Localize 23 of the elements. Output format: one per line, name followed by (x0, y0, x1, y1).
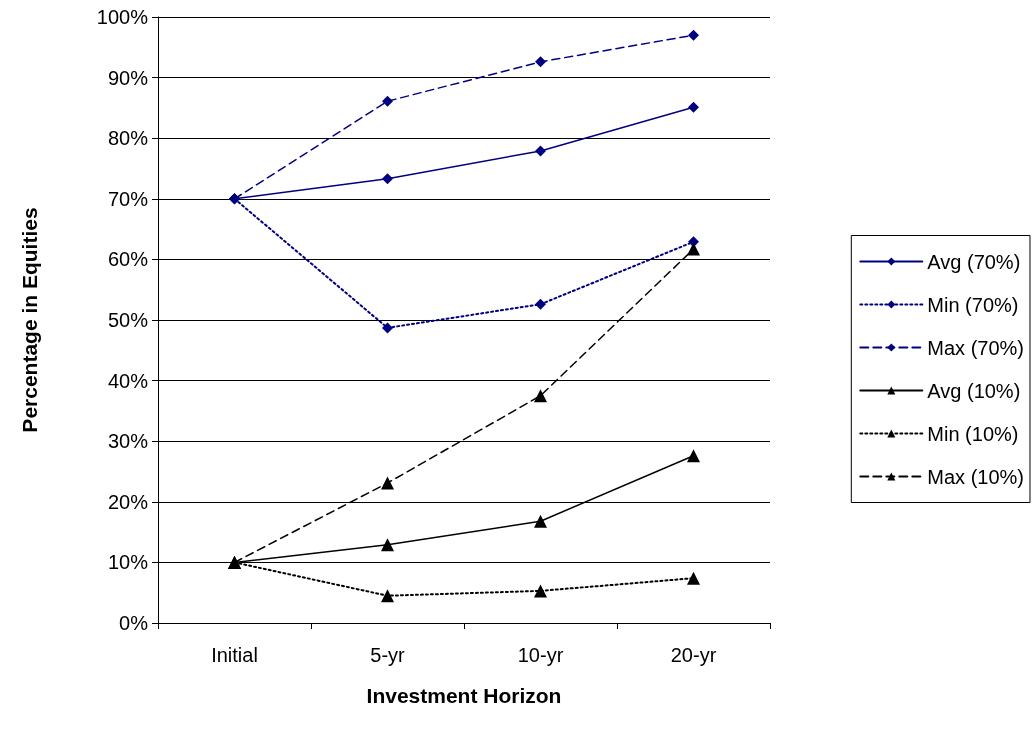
legend-label: Max (10%) (927, 465, 1025, 488)
y-tick-label: 30% (107, 430, 149, 453)
y-tick-label: 20% (107, 490, 149, 513)
x-tick-label: 5-yr (370, 644, 406, 666)
y-tick-label: 10% (107, 551, 149, 574)
y-tick-label: 40% (107, 369, 149, 392)
y-tick-label: 90% (107, 66, 149, 89)
x-tick-label: Initial (211, 644, 258, 666)
y-tick-label: 0% (119, 612, 149, 634)
x-tick-label: 10-yr (517, 644, 564, 666)
y-tick-label: 50% (107, 309, 149, 331)
legend-label: Min (70%) (927, 293, 1019, 316)
y-tick-label: 60% (107, 248, 149, 271)
y-axis-title: Percentage in Equities (18, 207, 41, 433)
y-tick-label: 100% (96, 6, 149, 28)
legend-label: Avg (10%) (927, 379, 1021, 402)
x-tick-label: 20-yr (670, 644, 717, 666)
legend-label: Avg (70%) (927, 250, 1021, 273)
legend-label: Min (10%) (927, 422, 1019, 445)
y-tick-label: 80% (107, 127, 149, 150)
y-tick-label: 70% (107, 187, 149, 210)
legend-label: Max (70%) (927, 336, 1025, 359)
x-axis-title: Investment Horizon (366, 684, 562, 707)
